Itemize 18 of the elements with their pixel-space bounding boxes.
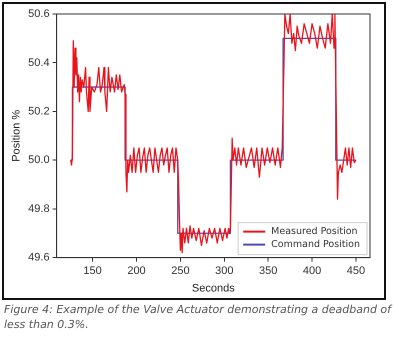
y-tick-label: 50.0 xyxy=(28,154,50,166)
x-tick-label: 400 xyxy=(302,265,322,278)
x-tick-label: 150 xyxy=(83,265,102,278)
x-tick-label: 300 xyxy=(215,265,234,278)
y-tick-label: 50.4 xyxy=(28,56,50,69)
y-tick-label: 50.2 xyxy=(28,105,50,118)
y-axis-title: Position % xyxy=(10,110,23,162)
y-tick-label: 49.8 xyxy=(28,202,50,215)
x-axis-title: Seconds xyxy=(192,282,236,294)
caption: Figure 4: Example of the Valve Actuator demonstrating a deadband of less than 0.3%. xyxy=(4,302,394,332)
x-tick-label: 200 xyxy=(127,265,146,278)
y-tick-label: 50.6 xyxy=(28,8,50,20)
x-tick-label: 450 xyxy=(346,265,366,278)
legend-label: Measured Position xyxy=(271,226,358,238)
x-tick-label: 250 xyxy=(171,265,190,278)
x-tick-label: 350 xyxy=(258,265,278,278)
legend-label: Command Position xyxy=(271,239,360,250)
y-tick-label: 49.6 xyxy=(28,252,50,264)
